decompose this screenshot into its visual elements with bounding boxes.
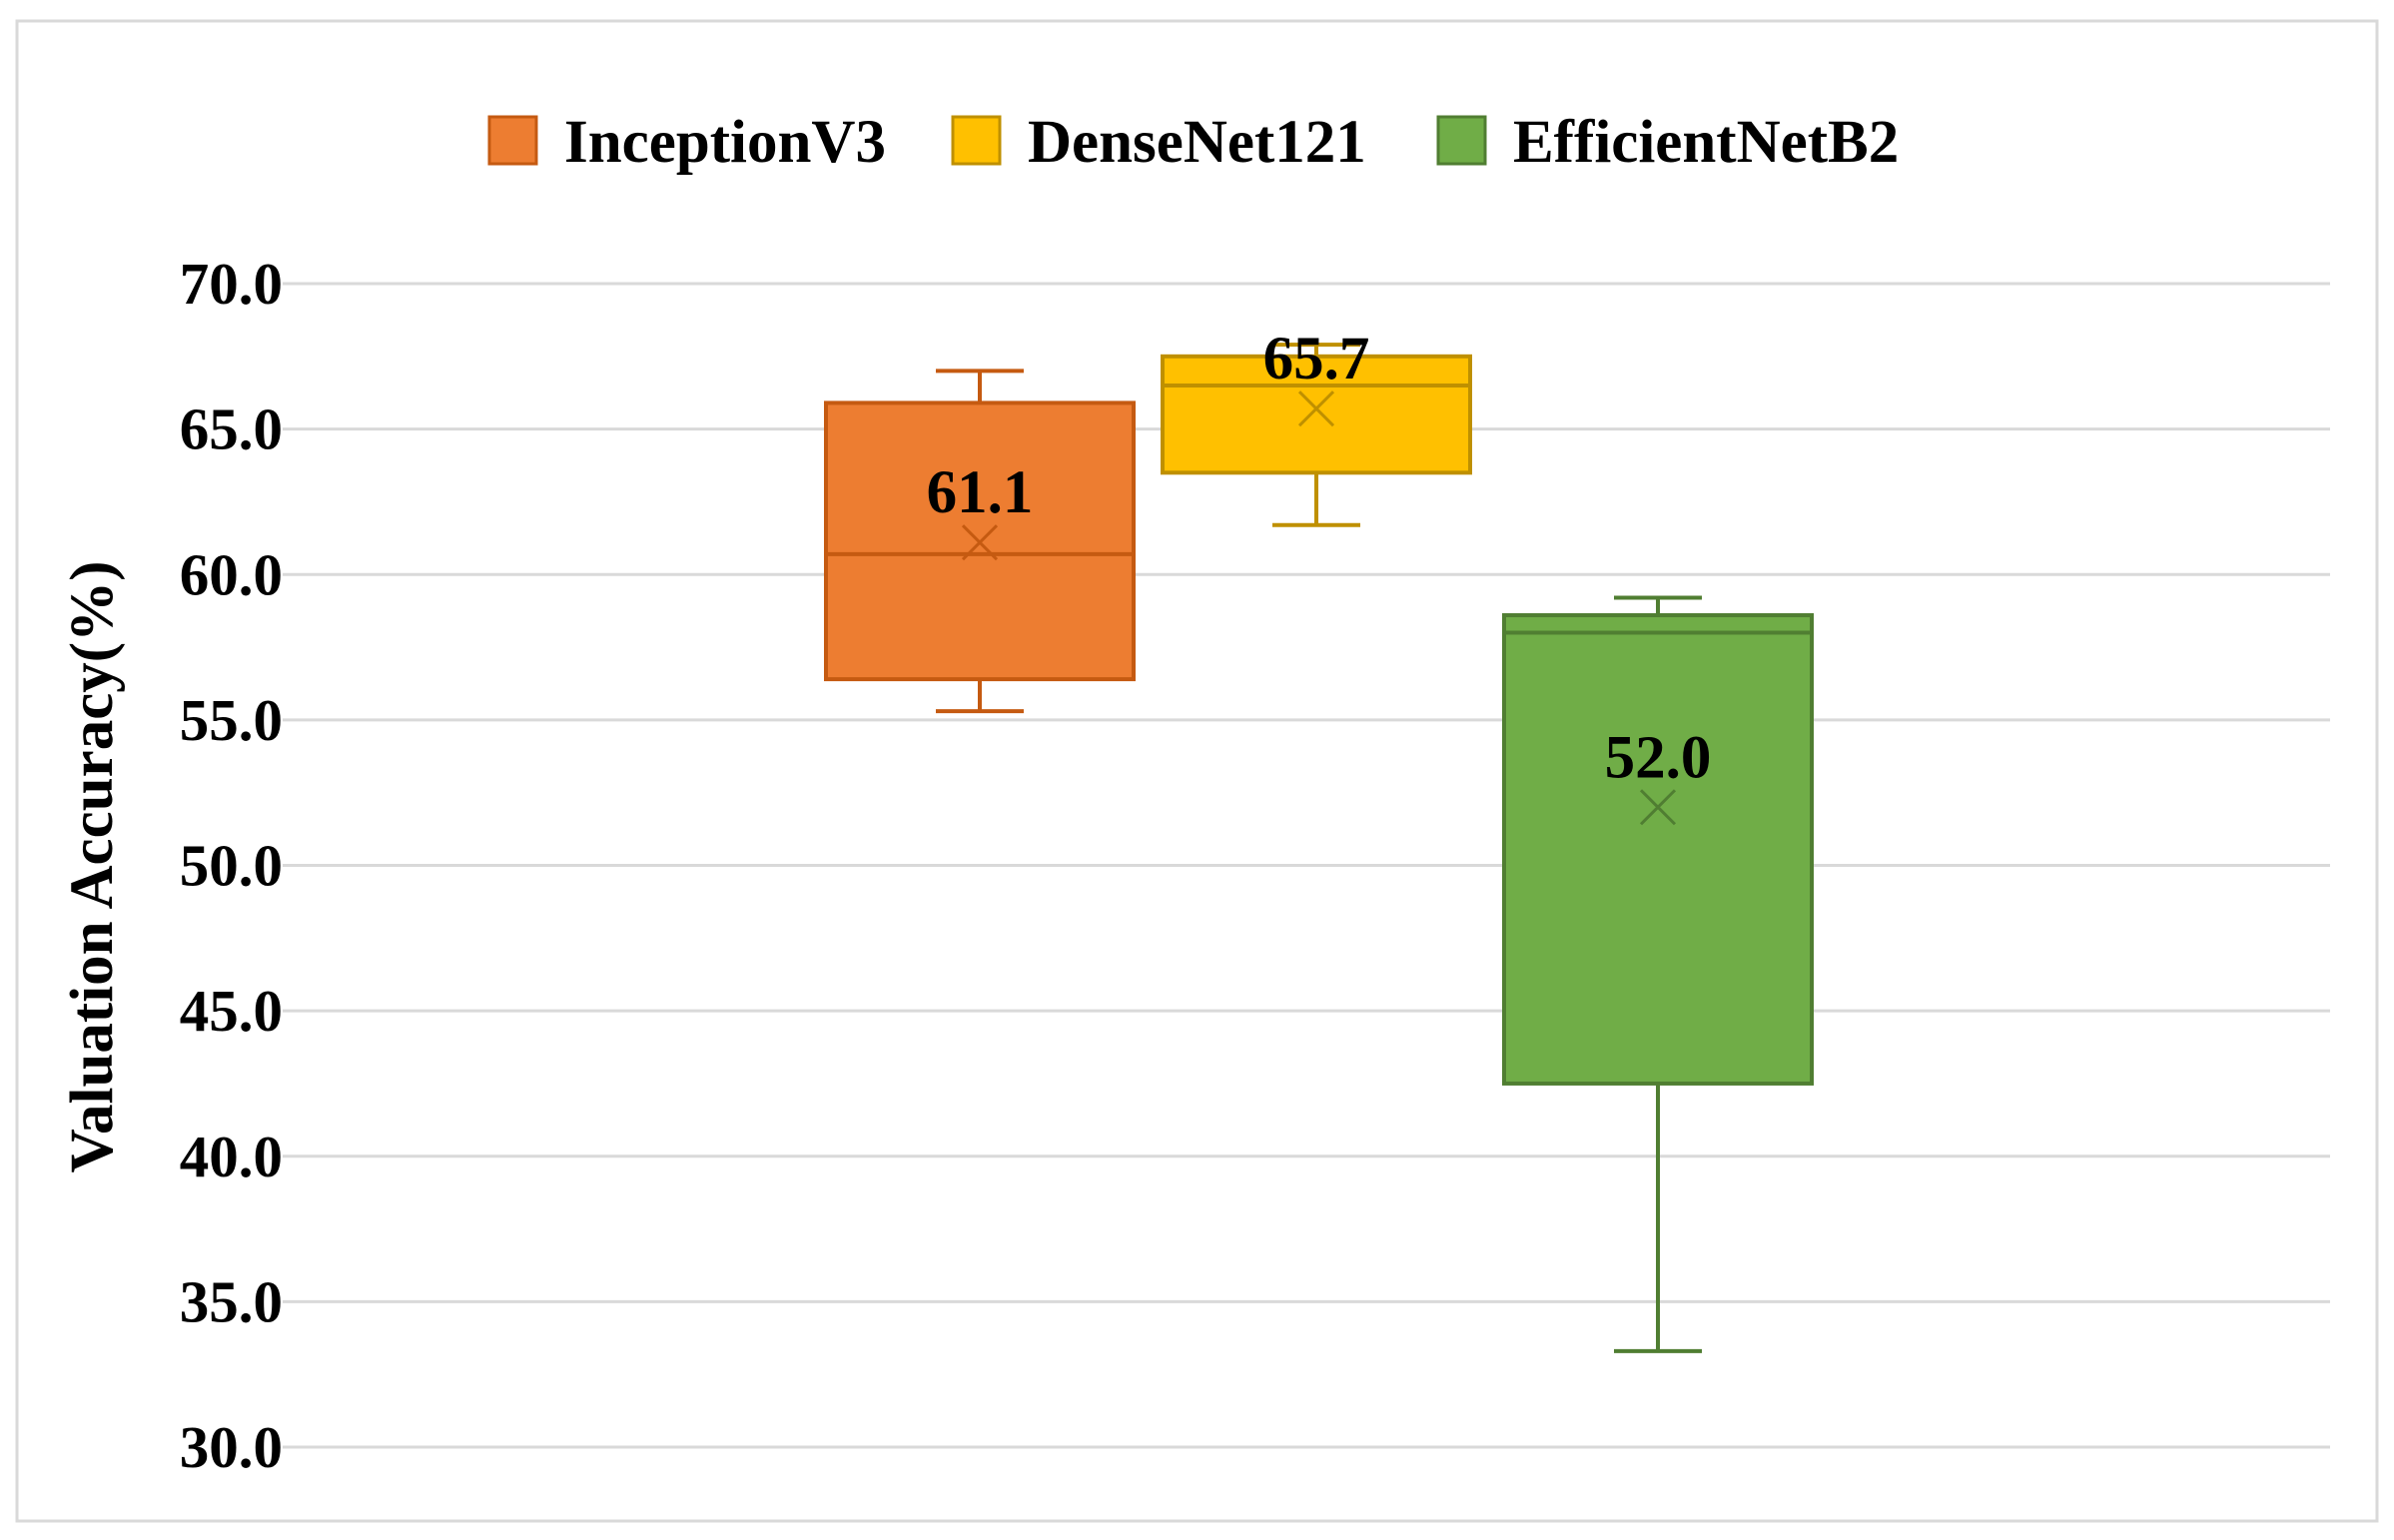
mean-label: 61.1 (927, 459, 1034, 526)
box-iqr (1161, 354, 1472, 475)
y-tick-label: 50.0 (180, 833, 283, 899)
y-tick-label: 55.0 (180, 687, 283, 753)
mean-label: 52.0 (1605, 724, 1712, 791)
box-group: 61.1 (824, 369, 1136, 714)
box-iqr (1502, 613, 1814, 1086)
legend-label: InceptionV3 (564, 109, 886, 176)
grid-lines (283, 282, 2330, 1449)
box-group: 52.0 (1502, 595, 1814, 1353)
y-tick-label: 40.0 (180, 1124, 283, 1189)
legend: InceptionV3 DenseNet121 EfficientNetB2 (487, 109, 1899, 176)
box-group: 65.7 (1161, 326, 1472, 527)
legend-swatch (487, 115, 538, 166)
box-series: 61.1 65.7 52.0 (824, 326, 1814, 1353)
y-tick-label: 60.0 (180, 541, 283, 607)
y-tick-label: 30.0 (180, 1414, 283, 1480)
y-tick-label: 35.0 (180, 1268, 283, 1334)
mean-label: 65.7 (1263, 326, 1370, 392)
legend-label: DenseNet121 (1028, 109, 1366, 176)
chart-frame (15, 19, 2379, 1523)
y-axis-ticks: 30.0 35.0 40.0 45.0 50.0 55.0 60.0 65.0 70.0 (180, 251, 283, 1480)
mean-marker (961, 524, 999, 561)
legend-swatch (951, 115, 1002, 166)
legend-swatch (1436, 115, 1487, 166)
mean-marker (1297, 390, 1335, 427)
y-axis-title: Valuation Accuracy(%) (59, 561, 126, 1173)
mean-marker (1639, 789, 1677, 826)
y-tick-label: 45.0 (180, 978, 283, 1044)
legend-label: EfficientNetB2 (1513, 109, 1899, 176)
y-tick-label: 65.0 (180, 396, 283, 462)
y-tick-label: 70.0 (180, 251, 283, 317)
